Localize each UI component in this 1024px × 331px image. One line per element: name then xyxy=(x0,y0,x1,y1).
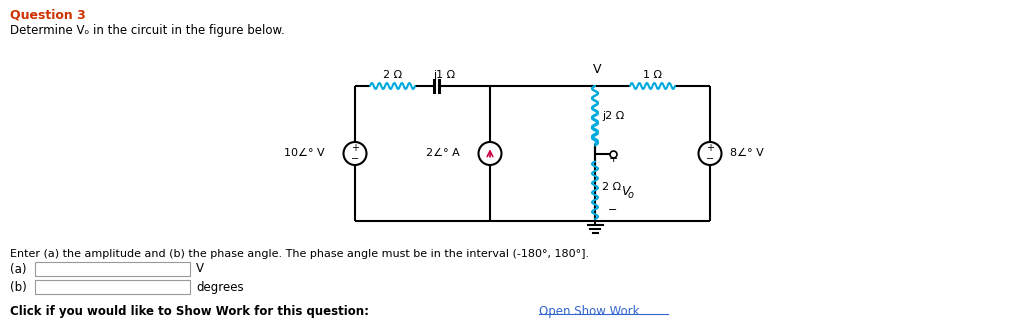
Text: −: − xyxy=(706,154,714,164)
Text: j2 Ω: j2 Ω xyxy=(602,111,625,121)
Text: −: − xyxy=(351,154,359,164)
Text: degrees: degrees xyxy=(196,280,244,294)
Text: V: V xyxy=(621,185,630,198)
Text: Open Show Work: Open Show Work xyxy=(540,305,640,317)
FancyBboxPatch shape xyxy=(35,280,190,294)
Text: 10∠° V: 10∠° V xyxy=(285,149,325,159)
Text: 2 Ω: 2 Ω xyxy=(383,70,402,80)
Text: Click if you would like to Show Work for this question:: Click if you would like to Show Work for… xyxy=(10,305,377,317)
Text: (a): (a) xyxy=(10,262,27,275)
Text: o: o xyxy=(628,190,634,200)
Text: 2∠° A: 2∠° A xyxy=(426,149,460,159)
Text: +: + xyxy=(706,143,714,153)
Text: j1 Ω: j1 Ω xyxy=(433,70,455,80)
Text: +: + xyxy=(351,143,359,153)
Text: Question 3: Question 3 xyxy=(10,9,86,22)
Text: 8∠° V: 8∠° V xyxy=(730,149,764,159)
Text: Determine Vₒ in the circuit in the figure below.: Determine Vₒ in the circuit in the figur… xyxy=(10,24,285,37)
Text: (b): (b) xyxy=(10,280,27,294)
Text: 1 Ω: 1 Ω xyxy=(643,70,662,80)
Text: Enter (a) the amplitude and (b) the phase angle. The phase angle must be in the : Enter (a) the amplitude and (b) the phas… xyxy=(10,249,589,259)
Text: V: V xyxy=(593,63,601,76)
Text: −: − xyxy=(608,205,617,215)
Text: V: V xyxy=(196,262,204,275)
FancyBboxPatch shape xyxy=(35,262,190,276)
Text: +: + xyxy=(608,155,617,165)
Text: 2 Ω: 2 Ω xyxy=(602,182,622,192)
